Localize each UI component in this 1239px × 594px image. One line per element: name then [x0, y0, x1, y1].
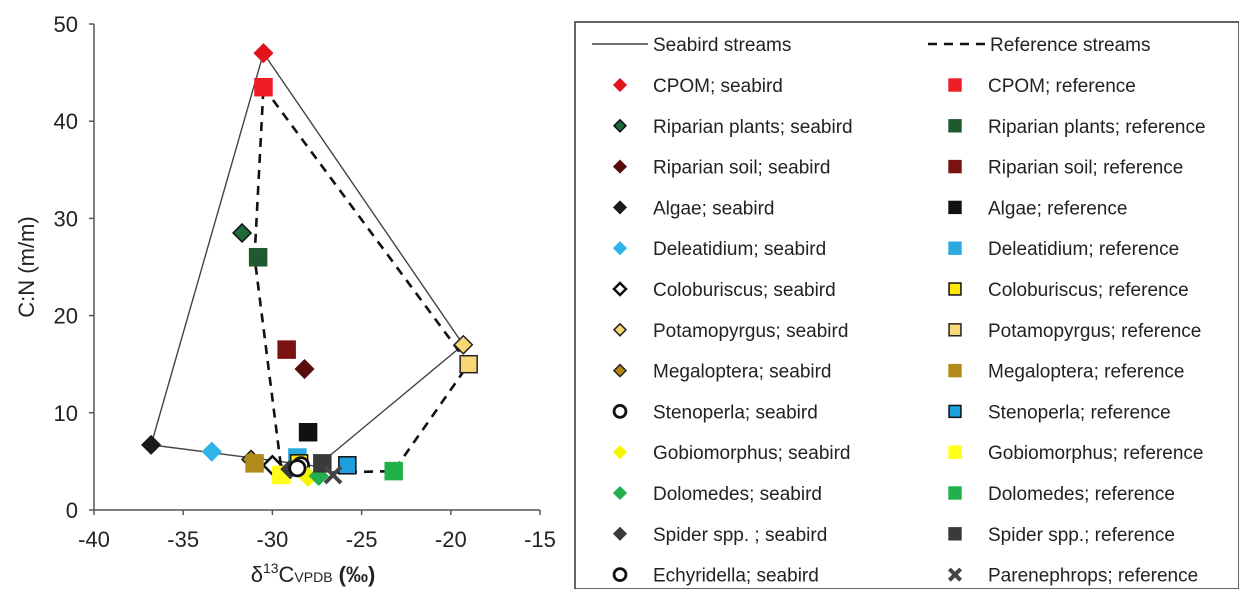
point-deleatidium-seabird: [201, 441, 222, 462]
legend-label: Coloburiscus; reference: [988, 280, 1189, 301]
x-tick-label: -30: [257, 527, 289, 552]
legend-marker: [948, 78, 962, 92]
y-tick-label: 30: [54, 206, 78, 231]
legend-label: Coloburiscus; seabird: [653, 280, 836, 301]
x-axis-label-part: δ: [251, 562, 263, 587]
legend-label: CPOM; reference: [988, 76, 1136, 97]
legend-marker: [948, 159, 962, 174]
point-riparian-soil-reference: [277, 340, 296, 359]
legend-label: Stenoperla; seabird: [653, 402, 818, 423]
legend-label: Riparian soil; seabird: [653, 158, 830, 179]
legend-label: Riparian plants; seabird: [653, 117, 853, 138]
y-tick-label: 50: [54, 12, 78, 37]
x-tick-label: -35: [167, 527, 199, 552]
point-potamopyrgus-seabird: [453, 334, 474, 355]
x-axis-label-part: C: [279, 562, 295, 587]
legend-label: Potamopyrgus; reference: [988, 321, 1201, 342]
legend-label: Parenephrops; reference: [988, 566, 1198, 587]
point-cpom-seabird: [253, 43, 274, 64]
y-axis-label: C:N (m/m): [14, 216, 39, 317]
legend-marker: [948, 527, 962, 541]
legend-marker: [612, 281, 628, 297]
point-riparian-plants-seabird: [232, 222, 253, 244]
legend-label: Stenoperla; reference: [988, 402, 1171, 423]
legend-label: Echyridella; seabird: [653, 566, 819, 587]
point-stenoperla-reference: [338, 456, 357, 475]
legend-marker: [612, 322, 628, 337]
legend-label: Gobiomorphus; seabird: [653, 443, 851, 464]
point-potamopyrgus-reference: [459, 354, 478, 374]
x-axis-label-part: VPDB: [294, 569, 332, 585]
legend-label: Algae; reference: [988, 198, 1127, 219]
point-echyridella-seabird: [288, 459, 307, 478]
legend-label: Deleatidium; seabird: [653, 239, 826, 260]
legend-label: Riparian soil; reference: [988, 158, 1183, 179]
y-tick-label: 20: [54, 304, 78, 329]
legend-marker: [948, 363, 962, 378]
legend-marker: [948, 282, 962, 296]
legend-label: Potamopyrgus; seabird: [653, 321, 848, 342]
reference-hull-line: [253, 86, 471, 475]
legend-marker: [948, 241, 962, 255]
point-algae-reference: [298, 422, 318, 442]
legend-marker: [612, 567, 628, 582]
legend-label: Gobiomorphus; reference: [988, 443, 1203, 464]
legend-label: CPOM; seabird: [653, 76, 783, 97]
legend-label: Megaloptera; reference: [988, 362, 1184, 383]
x-tick-label: -20: [435, 527, 467, 552]
legend-marker: [948, 323, 962, 337]
legend-marker: [612, 200, 628, 215]
x-tick-label: -25: [346, 527, 378, 552]
legend-marker: [612, 159, 628, 174]
y-tick-label: 10: [54, 401, 78, 426]
legend-label: Deleatidium; reference: [988, 239, 1179, 260]
y-tick-label: 40: [54, 109, 78, 134]
y-tick-label: 0: [66, 498, 78, 523]
legend-marker: [948, 119, 962, 133]
x-axis-label-part: (‰): [333, 562, 376, 587]
legend-marker: [612, 118, 628, 133]
legend-marker: [612, 404, 628, 419]
x-axis-label: δ13CVPDB (‰): [251, 560, 376, 587]
point-cpom-reference: [254, 77, 273, 97]
legend-marker: [612, 363, 628, 378]
legend-label: Spider spp.; reference: [988, 525, 1175, 546]
point-megaloptera-reference: [245, 454, 264, 473]
legend-label: Riparian plants; reference: [988, 117, 1206, 138]
point-parenephrops-reference: [323, 465, 343, 485]
legend-marker: [612, 445, 628, 460]
x-tick-label: -40: [78, 527, 110, 552]
legend-label: Seabird streams: [653, 35, 791, 56]
point-riparian-soil-seabird: [294, 358, 315, 380]
legend-marker: [948, 486, 962, 500]
legend-marker: [612, 485, 628, 501]
point-algae-seabird: [141, 434, 162, 455]
legend-marker: [612, 241, 628, 256]
x-axis-label-part: 13: [263, 560, 279, 576]
legend-label: Dolomedes; reference: [988, 484, 1175, 505]
legend-label: Algae; seabird: [653, 198, 774, 219]
legend-label: Spider spp. ; seabird: [653, 525, 827, 546]
legend-marker: [612, 77, 628, 93]
legend-label: Dolomedes; seabird: [653, 484, 822, 505]
point-riparian-plants-reference: [248, 248, 268, 267]
legend-marker: [948, 404, 962, 419]
legend-marker: [947, 567, 963, 582]
seabird-hull-line: [150, 52, 465, 467]
x-tick-label: -15: [524, 527, 556, 552]
legend-marker: [612, 526, 628, 541]
point-dolomedes-reference: [384, 461, 403, 481]
legend-marker: [948, 200, 962, 215]
legend-label: Megaloptera; seabird: [653, 362, 832, 383]
legend-marker: [948, 445, 962, 459]
legend-label: Reference streams: [990, 35, 1151, 56]
